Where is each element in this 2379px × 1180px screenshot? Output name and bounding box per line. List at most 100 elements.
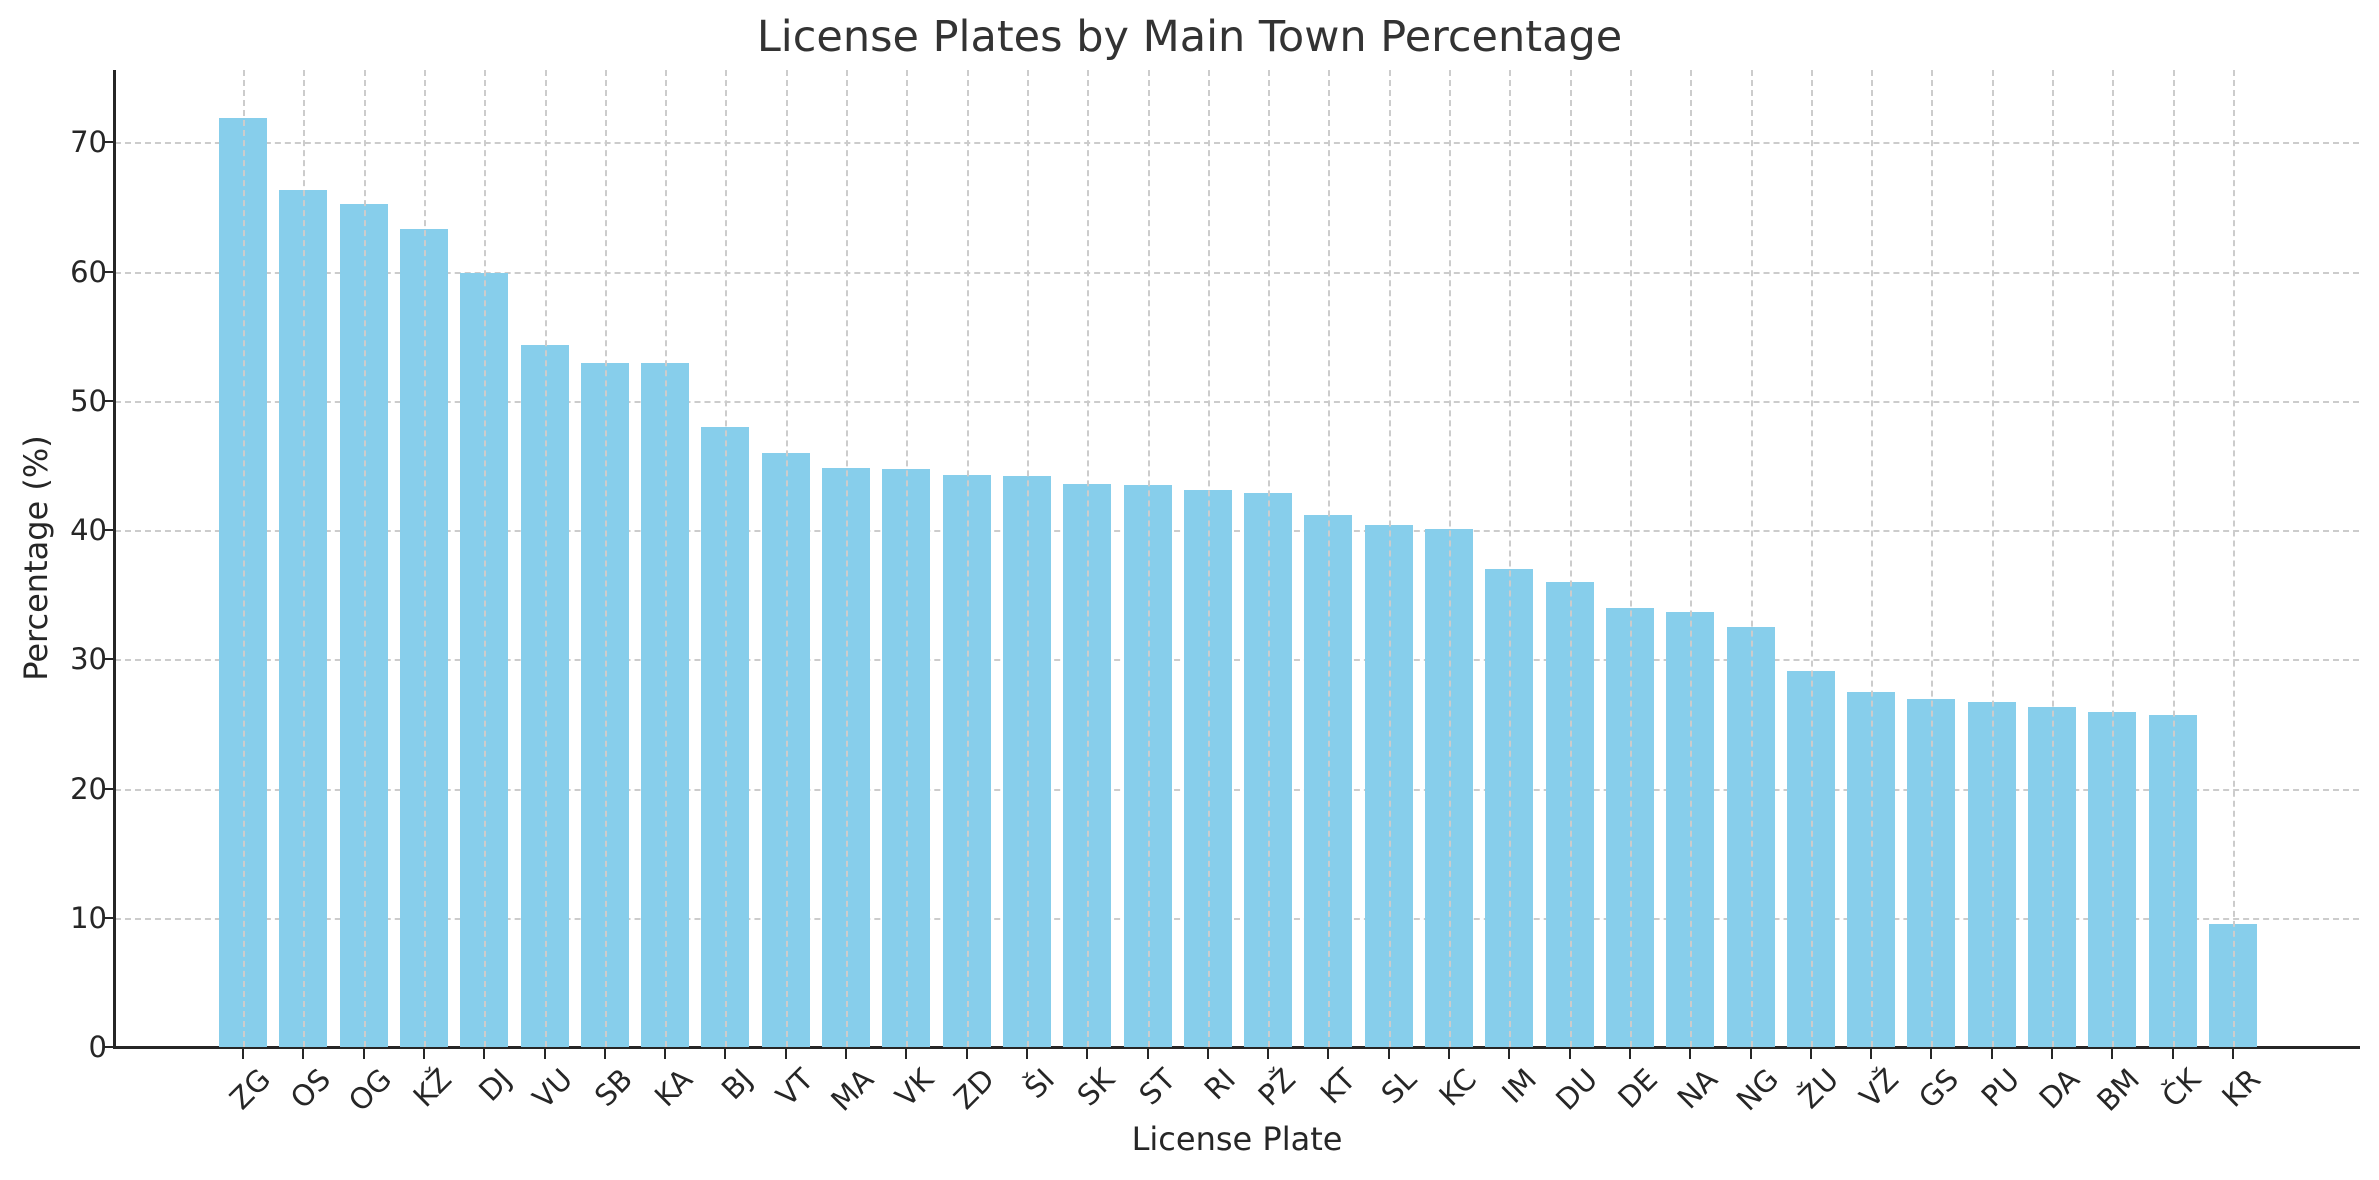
- x-tick-label: DA: [2032, 1062, 2087, 1116]
- x-tick-label: DU: [1548, 1062, 1604, 1117]
- y-axis-label: Percentage (%): [17, 435, 55, 681]
- x-tick-label: GS: [1912, 1062, 1966, 1115]
- v-gridline: [1810, 70, 1813, 1047]
- y-tick-label: 10: [70, 900, 107, 935]
- y-tick-mark: [103, 141, 113, 144]
- h-gridline: [115, 271, 2359, 274]
- h-gridline: [115, 530, 2359, 533]
- v-gridline: [1388, 70, 1391, 1047]
- x-tick-label: NG: [1729, 1062, 1785, 1118]
- y-tick-label: 40: [70, 513, 107, 548]
- x-tick-mark: [1146, 1049, 1149, 1059]
- y-tick-mark: [103, 529, 113, 532]
- x-tick-mark: [2231, 1049, 2234, 1059]
- x-tick-label: PŽ: [1251, 1062, 1303, 1113]
- v-gridline: [1207, 70, 1210, 1047]
- x-tick-mark: [1206, 1049, 1209, 1059]
- x-tick-label: PU: [1974, 1062, 2026, 1114]
- x-tick-mark: [1870, 1049, 1873, 1059]
- y-tick-label: 50: [70, 383, 107, 418]
- v-gridline: [906, 70, 909, 1047]
- plot-area: [115, 70, 2359, 1047]
- v-gridline: [1931, 70, 1934, 1047]
- v-gridline: [1509, 70, 1512, 1047]
- chart-title: License Plates by Main Town Percentage: [756, 12, 1623, 62]
- x-tick-mark: [1930, 1049, 1933, 1059]
- v-gridline: [1449, 70, 1451, 1047]
- x-tick-mark: [1387, 1049, 1390, 1059]
- x-tick-mark: [543, 1049, 546, 1059]
- x-tick-label: ZD: [946, 1062, 1001, 1116]
- v-gridline: [665, 70, 668, 1047]
- x-tick-label: VT: [769, 1062, 820, 1113]
- x-tick-label: IM: [1495, 1062, 1544, 1110]
- x-tick-mark: [1809, 1049, 1812, 1059]
- x-tick-label: KT: [1314, 1062, 1363, 1111]
- y-tick-mark: [103, 399, 113, 402]
- x-tick-mark: [724, 1049, 727, 1059]
- x-tick-label: DJ: [472, 1062, 519, 1108]
- x-tick-label: BJ: [715, 1062, 760, 1107]
- x-tick-label: OG: [341, 1062, 398, 1119]
- x-tick-label: SL: [1374, 1062, 1423, 1111]
- y-axis-line: [113, 70, 116, 1049]
- x-tick-label: ST: [1131, 1062, 1182, 1112]
- x-tick-label: NA: [1670, 1062, 1725, 1116]
- x-tick-label: BM: [2090, 1062, 2147, 1118]
- x-tick-label: RI: [1197, 1062, 1242, 1107]
- y-tick-label: 70: [70, 125, 107, 160]
- x-tick-label: ZG: [223, 1062, 278, 1116]
- h-gridline: [115, 400, 2359, 403]
- v-gridline: [2232, 70, 2235, 1047]
- y-tick-mark: [103, 916, 113, 919]
- v-gridline: [966, 70, 969, 1047]
- v-gridline: [243, 70, 245, 1047]
- x-tick-mark: [422, 1049, 425, 1059]
- v-gridline: [846, 70, 848, 1047]
- h-gridline: [115, 917, 2359, 920]
- x-tick-mark: [1628, 1049, 1631, 1059]
- x-tick-mark: [1508, 1049, 1511, 1059]
- y-tick-mark: [103, 1046, 113, 1048]
- h-gridline: [115, 659, 2359, 662]
- v-gridline: [725, 70, 728, 1047]
- y-tick-label: 30: [70, 642, 107, 677]
- x-tick-mark: [1568, 1049, 1571, 1059]
- v-gridline: [1750, 70, 1753, 1047]
- v-gridline: [1268, 70, 1271, 1047]
- x-tick-mark: [302, 1049, 305, 1059]
- x-tick-label: VŽ: [1853, 1062, 1906, 1115]
- x-tick-label: KA: [647, 1062, 700, 1114]
- h-gridline: [115, 142, 2359, 145]
- v-gridline: [423, 70, 426, 1047]
- v-gridline: [2172, 70, 2175, 1047]
- y-tick-mark: [103, 787, 113, 790]
- v-gridline: [1026, 70, 1029, 1047]
- x-tick-label: MA: [824, 1062, 881, 1118]
- v-gridline: [1991, 70, 1994, 1047]
- v-gridline: [1328, 70, 1331, 1047]
- x-tick-mark: [2051, 1049, 2053, 1059]
- v-gridline: [2112, 70, 2115, 1047]
- y-tick-mark: [103, 658, 113, 661]
- x-tick-mark: [784, 1049, 787, 1059]
- x-tick-label: VK: [888, 1062, 941, 1114]
- v-gridline: [363, 70, 366, 1047]
- x-axis-label: License Plate: [1131, 1120, 1343, 1158]
- x-tick-mark: [1990, 1049, 1993, 1059]
- x-tick-label: KC: [1432, 1062, 1484, 1113]
- x-tick-mark: [664, 1049, 667, 1059]
- x-tick-label: ŽU: [1791, 1062, 1845, 1116]
- x-tick-mark: [2171, 1049, 2174, 1059]
- x-tick-mark: [905, 1049, 908, 1059]
- x-tick-label: OS: [284, 1062, 338, 1116]
- x-tick-mark: [1689, 1049, 1692, 1059]
- x-tick-mark: [2111, 1049, 2114, 1059]
- x-tick-label: DE: [1611, 1062, 1664, 1115]
- v-gridline: [1147, 70, 1150, 1047]
- x-tick-mark: [965, 1049, 968, 1059]
- v-gridline: [484, 70, 487, 1047]
- v-gridline: [303, 70, 306, 1047]
- x-tick-label: KR: [2215, 1062, 2267, 1114]
- x-tick-label: SK: [1070, 1062, 1122, 1113]
